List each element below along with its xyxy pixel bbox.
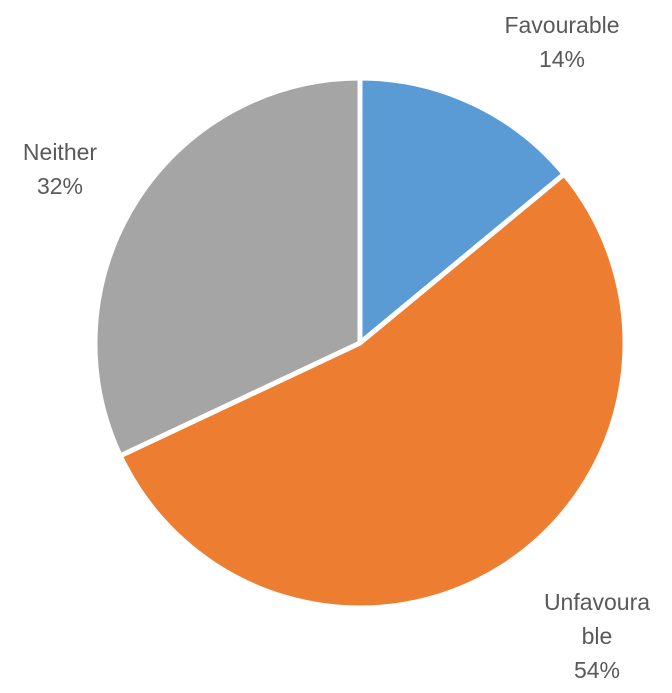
pie-slice-unfavourable xyxy=(117,171,628,611)
data-label-unfavourable: Unfavoura ble 54% xyxy=(544,589,650,683)
data-label-favourable: Favourable 14% xyxy=(504,12,619,72)
data-label-line: Favourable xyxy=(504,12,619,38)
data-label-line: 14% xyxy=(539,46,585,72)
pie-labels: Favourable 14% Unfavoura ble 54% Neither 32% xyxy=(23,12,650,683)
data-label-line: 32% xyxy=(37,173,83,199)
pie-slices xyxy=(92,75,628,611)
data-label-line: Unfavoura xyxy=(544,589,650,615)
data-label-line: Neither xyxy=(23,139,97,165)
data-label-line: 54% xyxy=(574,657,620,683)
data-label-neither: Neither 32% xyxy=(23,139,97,199)
pie-slice-neither xyxy=(92,75,363,459)
pie-slice-favourable xyxy=(357,75,567,346)
data-label-line: ble xyxy=(582,623,613,649)
